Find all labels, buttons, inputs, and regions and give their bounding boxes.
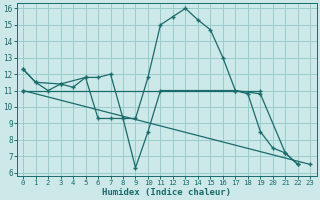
X-axis label: Humidex (Indice chaleur): Humidex (Indice chaleur)	[102, 188, 231, 197]
